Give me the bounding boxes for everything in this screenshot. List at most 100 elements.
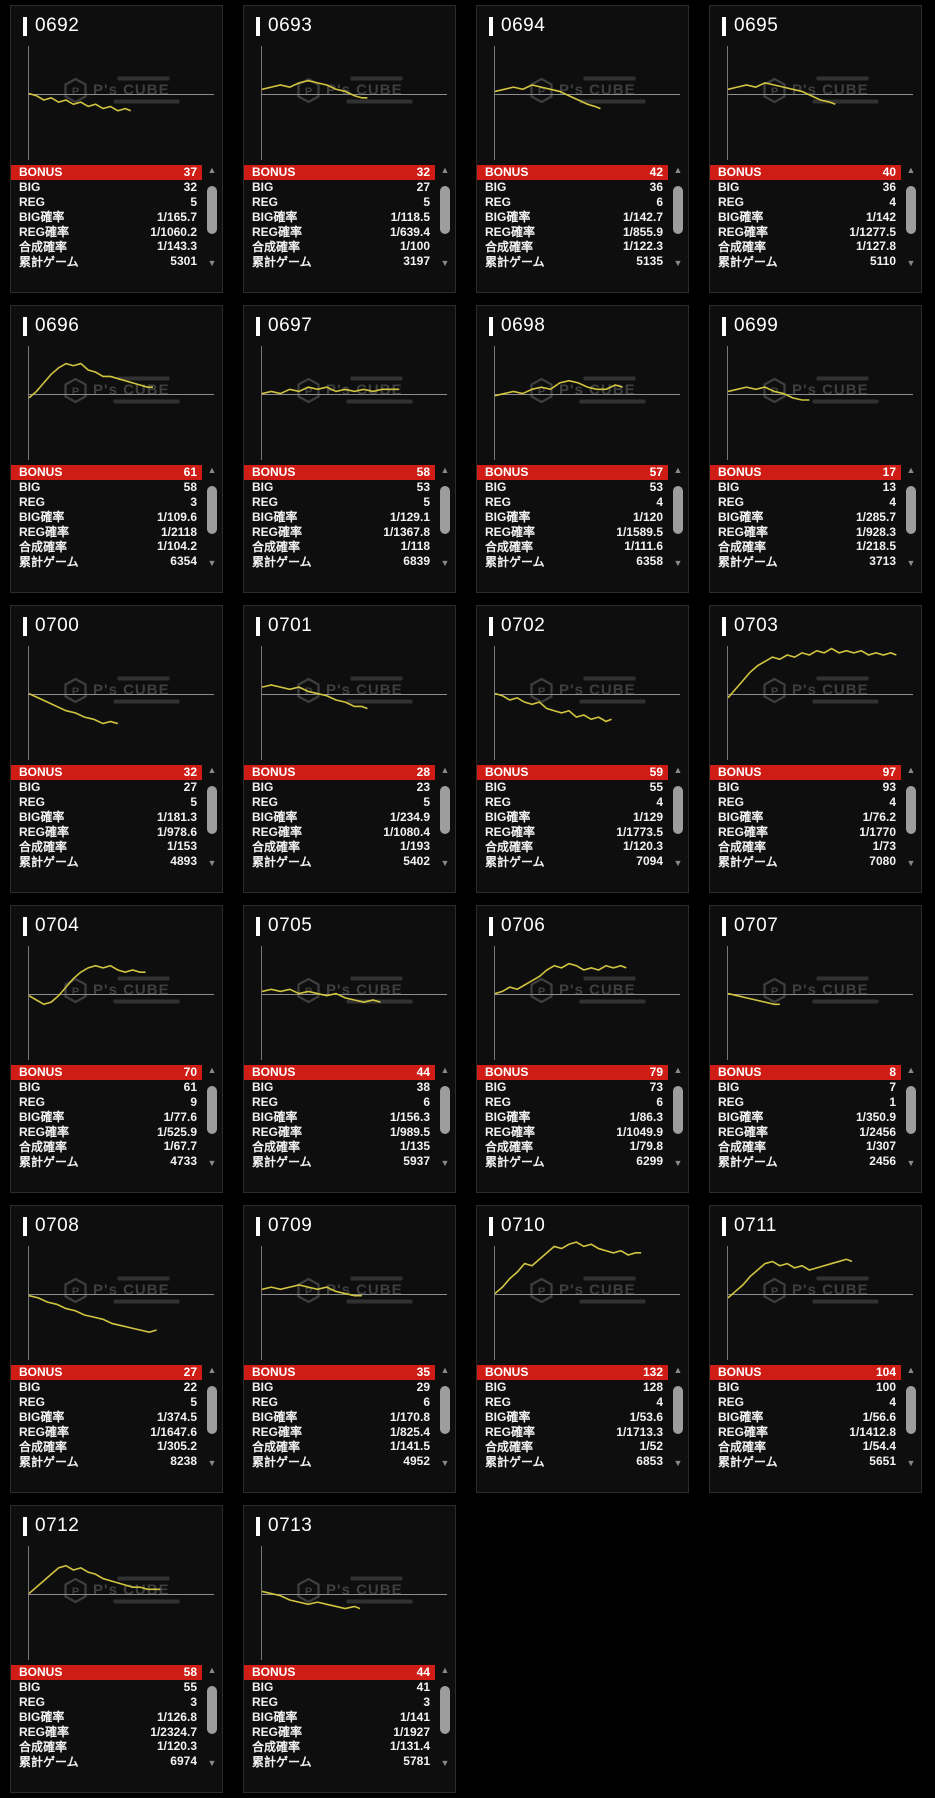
scrollbar-thumb[interactable] [440,485,450,534]
scroll-up-icon[interactable]: ▲ [207,1665,217,1675]
scroll-down-icon[interactable]: ▼ [440,857,450,868]
scroll-down-icon[interactable]: ▼ [207,1457,217,1468]
scroll-down-icon[interactable]: ▼ [906,1457,916,1468]
scroll-up-icon[interactable]: ▲ [207,465,217,475]
stats-scrollbar[interactable]: ▲ ▼ [671,1065,685,1169]
scrollbar-track[interactable] [440,1078,450,1156]
scrollbar-track[interactable] [906,1378,916,1456]
scrollbar-thumb[interactable] [440,1385,450,1434]
machine-card[interactable]: 0693 P P's CUBE [243,5,456,293]
scroll-up-icon[interactable]: ▲ [207,165,217,175]
scroll-up-icon[interactable]: ▲ [906,165,916,175]
machine-card[interactable]: 0695 P P's CUBE [709,5,922,293]
machine-card[interactable]: 0712 P P's CUBE [10,1505,223,1793]
scrollbar-track[interactable] [440,1378,450,1456]
scrollbar-track[interactable] [440,1678,450,1756]
scrollbar-thumb[interactable] [440,785,450,834]
scroll-up-icon[interactable]: ▲ [673,1065,683,1075]
scrollbar-thumb[interactable] [440,1685,450,1734]
stats-scrollbar[interactable]: ▲ ▼ [671,165,685,269]
machine-card[interactable]: 0701 P P's CUBE [243,605,456,893]
stats-scrollbar[interactable]: ▲ ▼ [904,765,918,869]
stats-scrollbar[interactable]: ▲ ▼ [671,1365,685,1469]
machine-card[interactable]: 0694 P P's CUBE [476,5,689,293]
scroll-up-icon[interactable]: ▲ [207,765,217,775]
stats-scrollbar[interactable]: ▲ ▼ [438,1365,452,1469]
scroll-up-icon[interactable]: ▲ [440,765,450,775]
machine-card[interactable]: 0700 P P's CUBE [10,605,223,893]
scrollbar-track[interactable] [673,778,683,856]
machine-card[interactable]: 0707 P P's CUBE [709,905,922,1193]
scrollbar-track[interactable] [906,178,916,256]
scroll-up-icon[interactable]: ▲ [440,1665,450,1675]
machine-card[interactable]: 0713 P P's CUBE [243,1505,456,1793]
scrollbar-track[interactable] [440,778,450,856]
machine-card[interactable]: 0697 P P's CUBE [243,305,456,593]
scroll-down-icon[interactable]: ▼ [207,257,217,268]
machine-card[interactable]: 0710 P P's CUBE [476,1205,689,1493]
scroll-up-icon[interactable]: ▲ [207,1365,217,1375]
stats-scrollbar[interactable]: ▲ ▼ [671,765,685,869]
scroll-up-icon[interactable]: ▲ [673,465,683,475]
scrollbar-track[interactable] [440,478,450,556]
stats-scrollbar[interactable]: ▲ ▼ [205,1065,219,1169]
scrollbar-thumb[interactable] [673,185,683,234]
scrollbar-track[interactable] [207,778,217,856]
scroll-up-icon[interactable]: ▲ [906,1065,916,1075]
machine-card[interactable]: 0696 P P's CUBE [10,305,223,593]
scroll-up-icon[interactable]: ▲ [673,165,683,175]
machine-card[interactable]: 0699 P P's CUBE [709,305,922,593]
scroll-down-icon[interactable]: ▼ [673,557,683,568]
scrollbar-thumb[interactable] [207,1385,217,1434]
scrollbar-thumb[interactable] [207,1685,217,1734]
machine-card[interactable]: 0705 P P's CUBE [243,905,456,1193]
scroll-down-icon[interactable]: ▼ [440,1157,450,1168]
stats-scrollbar[interactable]: ▲ ▼ [904,165,918,269]
stats-scrollbar[interactable]: ▲ ▼ [438,465,452,569]
stats-scrollbar[interactable]: ▲ ▼ [438,765,452,869]
scrollbar-track[interactable] [673,178,683,256]
scrollbar-track[interactable] [207,1378,217,1456]
stats-scrollbar[interactable]: ▲ ▼ [671,465,685,569]
machine-card[interactable]: 0692 P P's CUBE [10,5,223,293]
scrollbar-track[interactable] [207,178,217,256]
scroll-down-icon[interactable]: ▼ [207,1757,217,1768]
machine-card[interactable]: 0704 P P's CUBE [10,905,223,1193]
scroll-up-icon[interactable]: ▲ [906,765,916,775]
scroll-up-icon[interactable]: ▲ [673,765,683,775]
scrollbar-thumb[interactable] [673,485,683,534]
scrollbar-thumb[interactable] [673,1385,683,1434]
stats-scrollbar[interactable]: ▲ ▼ [904,1065,918,1169]
scroll-down-icon[interactable]: ▼ [673,1157,683,1168]
scrollbar-thumb[interactable] [207,785,217,834]
scrollbar-track[interactable] [440,178,450,256]
scrollbar-thumb[interactable] [207,185,217,234]
scroll-down-icon[interactable]: ▼ [906,857,916,868]
scrollbar-track[interactable] [906,1078,916,1156]
scroll-up-icon[interactable]: ▲ [440,165,450,175]
stats-scrollbar[interactable]: ▲ ▼ [205,465,219,569]
scrollbar-thumb[interactable] [906,485,916,534]
scroll-up-icon[interactable]: ▲ [440,465,450,475]
stats-scrollbar[interactable]: ▲ ▼ [438,165,452,269]
stats-scrollbar[interactable]: ▲ ▼ [438,1665,452,1769]
scroll-down-icon[interactable]: ▼ [440,1457,450,1468]
machine-card[interactable]: 0702 P P's CUBE [476,605,689,893]
scroll-down-icon[interactable]: ▼ [207,857,217,868]
scroll-up-icon[interactable]: ▲ [440,1065,450,1075]
machine-card[interactable]: 0708 P P's CUBE [10,1205,223,1493]
stats-scrollbar[interactable]: ▲ ▼ [904,465,918,569]
scrollbar-track[interactable] [906,478,916,556]
scroll-down-icon[interactable]: ▼ [906,1157,916,1168]
scroll-down-icon[interactable]: ▼ [440,257,450,268]
scroll-down-icon[interactable]: ▼ [440,1757,450,1768]
scrollbar-thumb[interactable] [906,1385,916,1434]
scrollbar-thumb[interactable] [207,485,217,534]
scroll-up-icon[interactable]: ▲ [440,1365,450,1375]
scrollbar-thumb[interactable] [207,1085,217,1134]
scroll-down-icon[interactable]: ▼ [207,557,217,568]
stats-scrollbar[interactable]: ▲ ▼ [438,1065,452,1169]
scrollbar-thumb[interactable] [906,785,916,834]
scroll-down-icon[interactable]: ▼ [673,257,683,268]
machine-card[interactable]: 0711 P P's CUBE [709,1205,922,1493]
